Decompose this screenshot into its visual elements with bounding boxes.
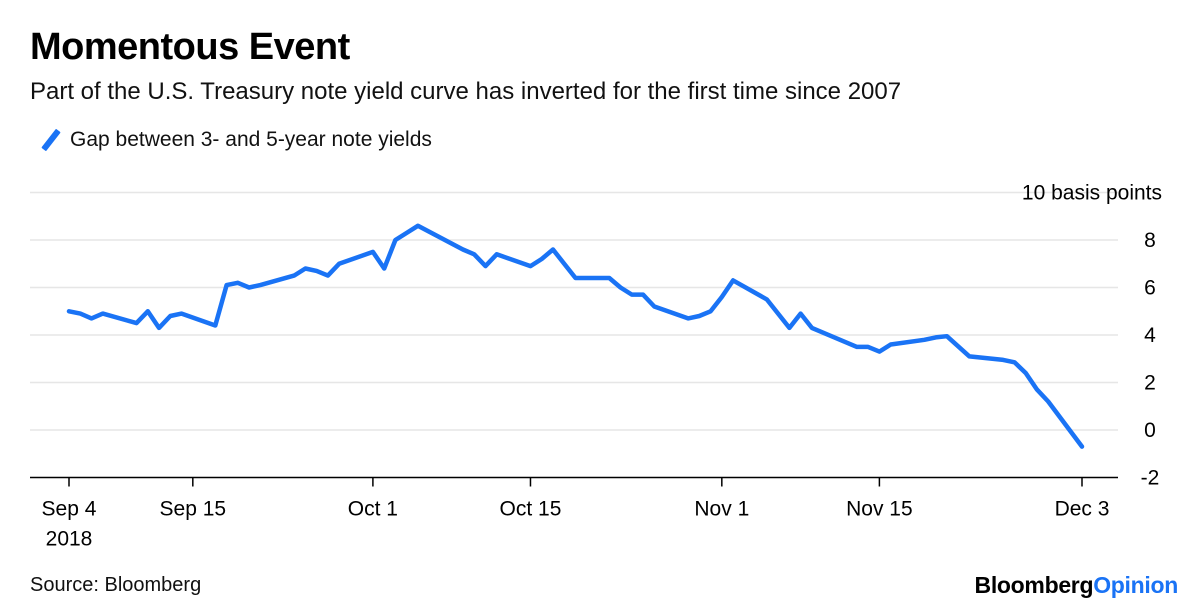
legend-label: Gap between 3- and 5-year note yields [70, 128, 432, 151]
y-tick-label: 8 [1144, 229, 1156, 252]
series-line [66, 223, 1085, 449]
legend: Gap between 3- and 5-year note yields [40, 128, 432, 152]
brand-logo: BloombergOpinion [974, 572, 1179, 599]
x-tick-sublabel: 2018 [46, 528, 93, 551]
x-tick-label: Oct 15 [500, 498, 562, 521]
brand-logo-part2: Opinion [1093, 572, 1178, 598]
unit-label: 10 basis points [1022, 182, 1162, 205]
gridlines [30, 191, 1118, 431]
x-tick-label: Dec 3 [1055, 498, 1110, 521]
y-tick-label: 6 [1144, 277, 1156, 300]
y-tick-label: 4 [1144, 324, 1156, 347]
x-tick-label: Oct 1 [348, 498, 398, 521]
brand-logo-part1: Bloomberg [974, 572, 1094, 598]
y-tick-label: 0 [1144, 419, 1156, 442]
x-axis-labels: Sep 4 2018 Sep 15 Oct 1 Oct 15 Nov 1 Nov 15 Dec… [42, 498, 1110, 551]
chart-subtitle: Part of the U.S. Treasury note yield cur… [30, 78, 902, 105]
y-tick-label: -2 [1141, 467, 1160, 490]
x-tick-label: Nov 1 [694, 498, 749, 521]
source-note: Source: Bloomberg [30, 574, 202, 596]
x-tick-label: Sep 4 [42, 498, 97, 521]
x-tick-label: Sep 15 [160, 498, 227, 521]
y-axis: -2 0 2 4 6 8 [1141, 229, 1160, 490]
chart-title: Momentous Event [30, 26, 350, 68]
y-tick-label: 2 [1144, 372, 1156, 395]
x-tick-label: Nov 15 [846, 498, 913, 521]
x-axis [30, 476, 1118, 487]
